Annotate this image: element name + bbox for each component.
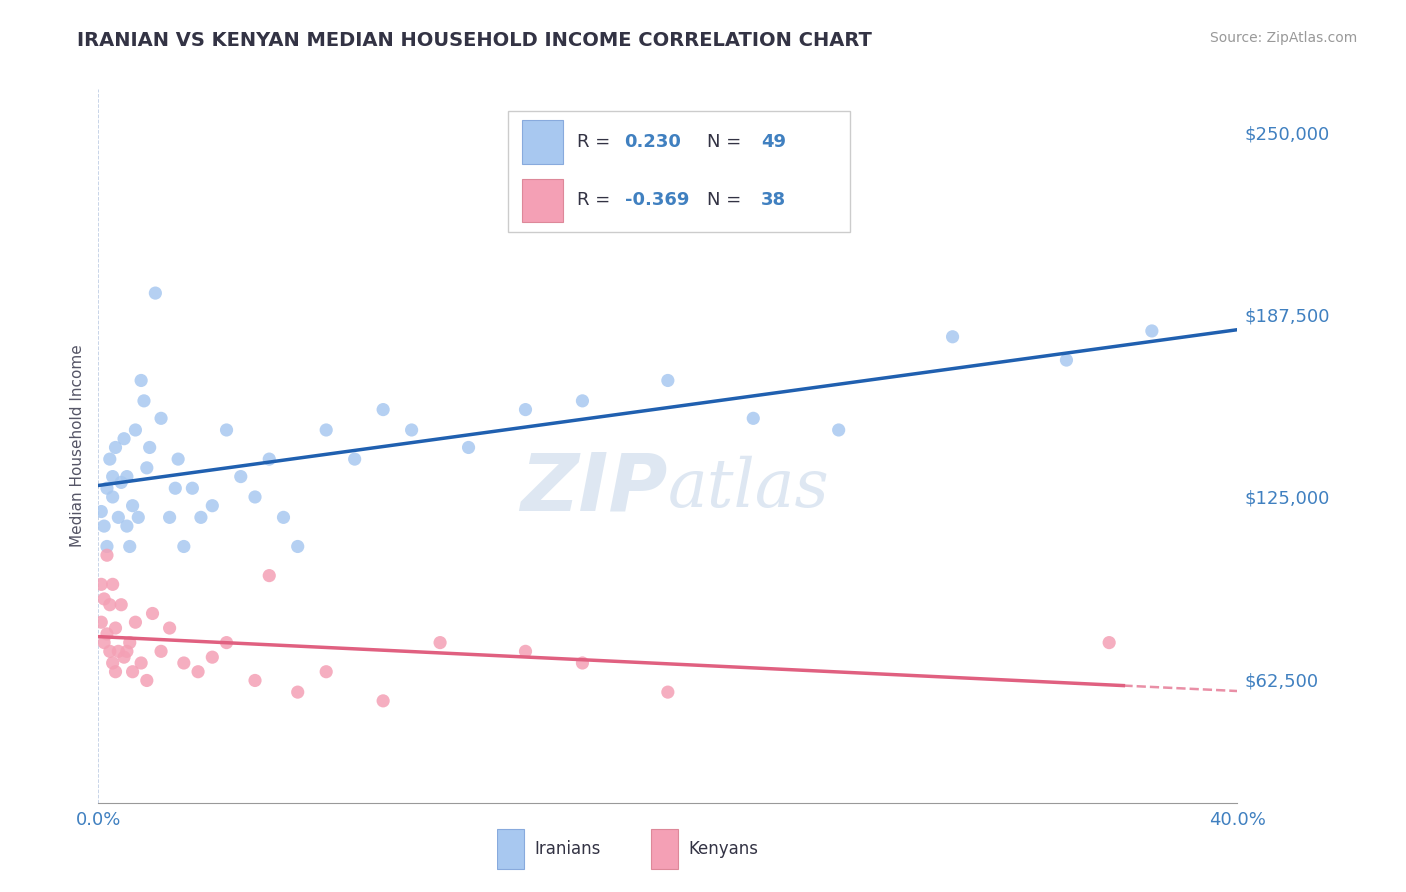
Point bbox=[127, 510, 149, 524]
Point bbox=[93, 519, 115, 533]
Point bbox=[129, 656, 152, 670]
Point bbox=[135, 460, 157, 475]
Point bbox=[515, 402, 537, 417]
Point bbox=[107, 510, 129, 524]
Point bbox=[159, 621, 181, 635]
Text: Source: ZipAtlas.com: Source: ZipAtlas.com bbox=[1209, 31, 1357, 45]
Point bbox=[942, 330, 965, 344]
Point bbox=[90, 504, 112, 518]
Point bbox=[96, 481, 118, 495]
Point bbox=[121, 499, 143, 513]
Point bbox=[110, 598, 132, 612]
Point bbox=[115, 469, 138, 483]
Point bbox=[121, 665, 143, 679]
Point bbox=[515, 644, 537, 658]
Y-axis label: Median Household Income: Median Household Income bbox=[69, 344, 84, 548]
Point bbox=[429, 635, 451, 649]
Point bbox=[129, 374, 152, 388]
Point bbox=[124, 615, 146, 630]
Point bbox=[173, 656, 195, 670]
Point bbox=[343, 452, 366, 467]
Point bbox=[457, 441, 479, 455]
Point bbox=[159, 510, 181, 524]
Point bbox=[315, 423, 337, 437]
Point bbox=[373, 402, 395, 417]
Point bbox=[115, 519, 138, 533]
Point bbox=[201, 499, 224, 513]
Point bbox=[401, 423, 423, 437]
Point bbox=[243, 673, 266, 688]
Point bbox=[115, 644, 138, 658]
Point bbox=[101, 490, 124, 504]
Point bbox=[165, 481, 187, 495]
Point bbox=[287, 685, 309, 699]
Point bbox=[571, 393, 593, 408]
Point bbox=[110, 475, 132, 490]
Point bbox=[1056, 353, 1078, 368]
Point bbox=[229, 469, 252, 483]
Point bbox=[124, 423, 146, 437]
Point bbox=[828, 423, 851, 437]
Point bbox=[259, 568, 281, 582]
Point bbox=[104, 665, 127, 679]
Point bbox=[132, 393, 155, 408]
Point bbox=[141, 607, 163, 621]
Text: IRANIAN VS KENYAN MEDIAN HOUSEHOLD INCOME CORRELATION CHART: IRANIAN VS KENYAN MEDIAN HOUSEHOLD INCOM… bbox=[77, 31, 872, 50]
Point bbox=[118, 635, 141, 649]
Point bbox=[173, 540, 195, 554]
Point bbox=[98, 644, 121, 658]
Point bbox=[150, 411, 173, 425]
Point bbox=[571, 656, 593, 670]
Point bbox=[215, 635, 238, 649]
Point bbox=[107, 644, 129, 658]
Point bbox=[273, 510, 295, 524]
Point bbox=[145, 286, 167, 301]
Point bbox=[135, 673, 157, 688]
Point bbox=[1140, 324, 1163, 338]
Point bbox=[93, 635, 115, 649]
Point bbox=[112, 432, 135, 446]
Point bbox=[167, 452, 190, 467]
Point bbox=[138, 441, 160, 455]
Point bbox=[112, 650, 135, 665]
Point bbox=[287, 540, 309, 554]
Point bbox=[118, 540, 141, 554]
Point bbox=[657, 374, 679, 388]
Point bbox=[96, 627, 118, 641]
Point bbox=[90, 577, 112, 591]
Point bbox=[93, 591, 115, 606]
Point bbox=[181, 481, 204, 495]
Point bbox=[96, 548, 118, 562]
Point bbox=[243, 490, 266, 504]
Point bbox=[657, 685, 679, 699]
Point bbox=[190, 510, 212, 524]
Text: atlas: atlas bbox=[668, 456, 830, 522]
Point bbox=[101, 577, 124, 591]
Point bbox=[315, 665, 337, 679]
Point bbox=[259, 452, 281, 467]
Point bbox=[104, 441, 127, 455]
Point bbox=[98, 598, 121, 612]
Point bbox=[201, 650, 224, 665]
Point bbox=[101, 469, 124, 483]
Text: ZIP: ZIP bbox=[520, 450, 668, 528]
Point bbox=[742, 411, 765, 425]
Point bbox=[1098, 635, 1121, 649]
Point bbox=[187, 665, 209, 679]
Point bbox=[90, 615, 112, 630]
Point bbox=[215, 423, 238, 437]
Point bbox=[104, 621, 127, 635]
Point bbox=[101, 656, 124, 670]
Point bbox=[373, 694, 395, 708]
Point bbox=[98, 452, 121, 467]
Point bbox=[150, 644, 173, 658]
Point bbox=[96, 540, 118, 554]
